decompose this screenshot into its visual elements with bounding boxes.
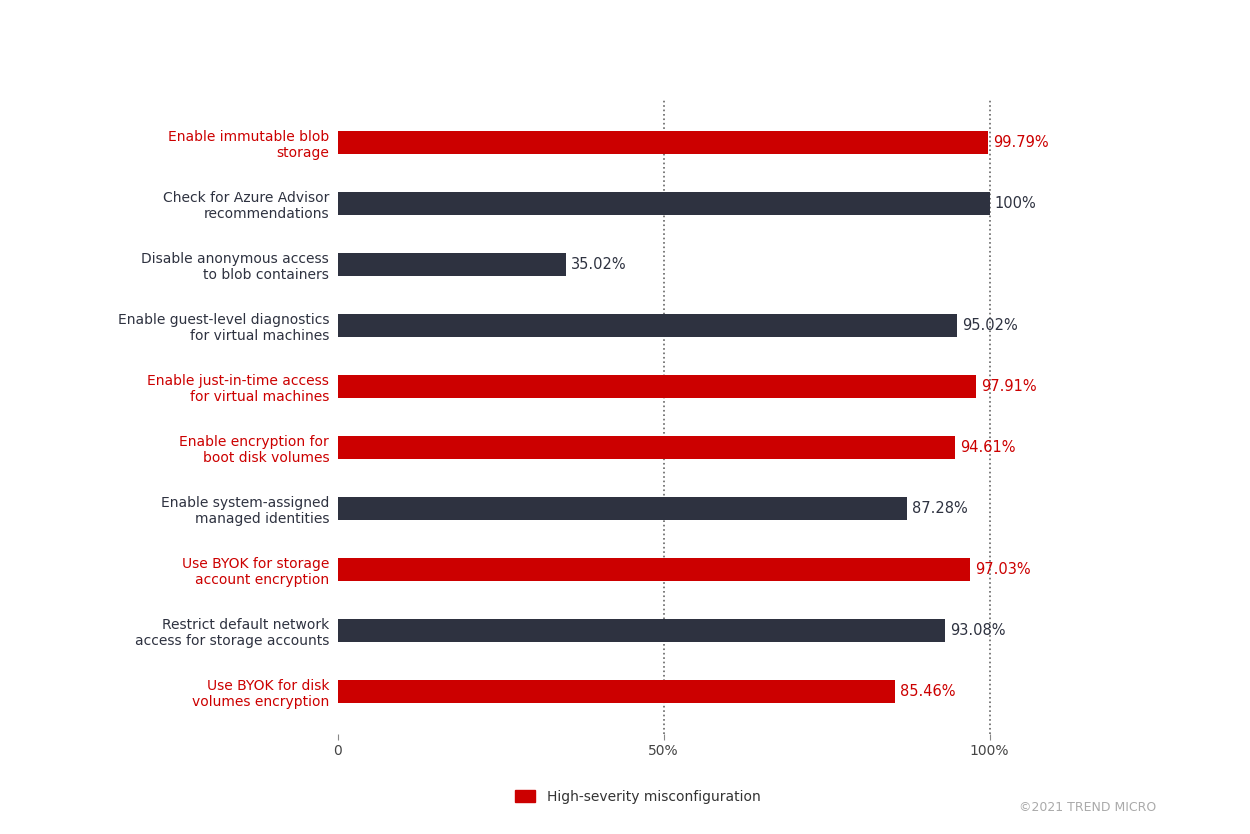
Text: 35.02%: 35.02% [571,257,626,272]
Text: 99.79%: 99.79% [994,135,1049,150]
Bar [338,680,895,703]
Bar [338,558,970,581]
Text: 100%: 100% [995,196,1036,211]
Text: 95.02%: 95.02% [962,318,1019,333]
Text: 97.91%: 97.91% [981,379,1038,394]
Bar [338,497,906,520]
Bar [338,375,976,398]
Bar [338,436,955,459]
Text: ©2021 TREND MICRO: ©2021 TREND MICRO [1019,801,1156,814]
Bar [338,314,958,337]
Legend: High-severity misconfiguration: High-severity misconfiguration [509,784,766,809]
Text: 87.28%: 87.28% [912,501,968,516]
Text: 94.61%: 94.61% [960,440,1015,455]
Bar [338,253,566,276]
Text: 93.08%: 93.08% [950,623,1005,638]
Bar [338,131,989,154]
Text: 97.03%: 97.03% [975,562,1031,577]
Bar [338,192,990,215]
Text: 85.46%: 85.46% [900,684,955,699]
Bar [338,619,945,642]
